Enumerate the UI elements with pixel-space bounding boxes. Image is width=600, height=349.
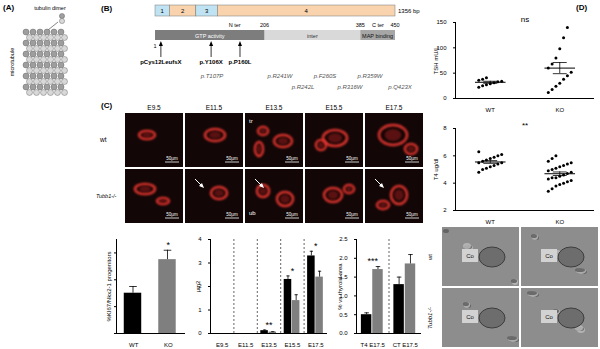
svg-text:ns: ns (521, 15, 529, 24)
svg-text:50µm: 50µm (226, 212, 238, 217)
svg-text:1.5: 1.5 (339, 274, 348, 280)
svg-text:N ter: N ter (229, 22, 241, 28)
svg-text:KO: KO (164, 342, 173, 348)
svg-text:pCys12LeufsX: pCys12LeufsX (140, 59, 181, 65)
svg-text:50µm: 50µm (226, 156, 238, 161)
svg-text:**: ** (265, 320, 273, 330)
svg-text:3: 3 (205, 8, 209, 14)
svg-text:p.R316W: p.R316W (336, 84, 363, 90)
svg-text:50µm: 50µm (346, 156, 358, 161)
svg-text:1: 1 (161, 8, 165, 14)
svg-text:p.P160L: p.P160L (228, 59, 251, 65)
svg-text:E11.5: E11.5 (206, 104, 223, 111)
svg-text:4: 4 (305, 8, 309, 14)
svg-text:50µm: 50µm (286, 212, 298, 217)
svg-text:(A): (A) (3, 3, 14, 12)
svg-text:inter: inter (307, 33, 318, 39)
svg-text:KO: KO (555, 107, 564, 113)
svg-text:p.T107P: p.T107P (200, 73, 224, 79)
svg-text:2: 2 (443, 207, 447, 213)
svg-text:(C): (C) (101, 101, 112, 110)
svg-text:0: 0 (443, 95, 447, 101)
svg-text:ub: ub (249, 210, 256, 216)
svg-text:***: *** (367, 256, 378, 266)
svg-text:4: 4 (198, 236, 202, 242)
svg-text:**: ** (522, 121, 528, 130)
svg-text:KO: KO (555, 219, 564, 225)
svg-text:WT: WT (129, 342, 139, 348)
svg-text:8: 8 (443, 125, 447, 131)
svg-text:2.0: 2.0 (339, 255, 348, 261)
svg-text:E15.5: E15.5 (285, 342, 301, 348)
svg-text:wt: wt (427, 254, 433, 261)
svg-text:WT: WT (486, 107, 496, 113)
svg-text:p.R241W: p.R241W (266, 73, 293, 79)
svg-text:E13.5: E13.5 (266, 104, 283, 111)
svg-text:GTP activity: GTP activity (195, 33, 225, 39)
svg-text:p.Q423X: p.Q423X (387, 84, 413, 90)
svg-text:4: 4 (443, 180, 447, 186)
svg-text:2: 2 (181, 8, 185, 14)
svg-text:T4 E17.5: T4 E17.5 (361, 342, 386, 348)
svg-text:0: 0 (198, 330, 202, 336)
svg-text:2.5: 2.5 (339, 236, 348, 242)
svg-text:microtubule: microtubule (9, 48, 15, 76)
svg-text:MAP binding: MAP binding (362, 33, 393, 39)
svg-text:1.0: 1.0 (339, 292, 348, 299)
svg-text:tubulin dimer: tubulin dimer (34, 5, 66, 11)
svg-text:p.F260S: p.F260S (313, 73, 337, 79)
svg-text:6: 6 (443, 153, 447, 159)
svg-text:Tubb1-/-: Tubb1-/- (96, 193, 117, 199)
svg-text:Tubb1-/-: Tubb1-/- (427, 307, 433, 329)
svg-text:100: 100 (436, 44, 447, 51)
svg-text:385: 385 (356, 22, 365, 28)
svg-text:Co: Co (545, 314, 553, 320)
svg-text:50µm: 50µm (406, 212, 418, 217)
svg-text:450: 450 (390, 22, 399, 28)
svg-text:WT: WT (486, 219, 496, 225)
svg-text:50µm: 50µm (166, 212, 178, 217)
svg-text:p.Y106X: p.Y106X (199, 59, 222, 65)
svg-text:tr: tr (249, 118, 253, 124)
svg-text:µm2: µm2 (195, 280, 201, 292)
svg-text:E17.5: E17.5 (308, 342, 324, 348)
svg-text:TSH mU/L: TSH mU/L (433, 46, 439, 75)
svg-text:% vs thyroid area: % vs thyroid area (337, 263, 343, 310)
svg-text:E17.5: E17.5 (386, 104, 403, 111)
svg-text:50µm: 50µm (166, 156, 178, 161)
svg-text:50µm: 50µm (406, 156, 418, 161)
svg-text:50µm: 50µm (286, 156, 298, 161)
svg-text:%KI67/Nkx2-1 progenitors: %KI67/Nkx2-1 progenitors (106, 251, 112, 321)
svg-text:p.R242L: p.R242L (291, 84, 315, 90)
svg-text:*: * (291, 266, 295, 276)
svg-text:*: * (166, 240, 170, 250)
svg-text:C ter: C ter (372, 22, 384, 28)
svg-text:150: 150 (436, 19, 447, 25)
svg-text:1: 1 (198, 307, 202, 313)
svg-text:p.R359W: p.R359W (356, 73, 383, 79)
svg-text:E15.5: E15.5 (326, 104, 343, 111)
svg-text:E9.5: E9.5 (147, 104, 161, 111)
svg-text:*: * (314, 241, 318, 251)
svg-text:3: 3 (198, 260, 202, 266)
svg-text:50µm: 50µm (346, 212, 358, 217)
svg-text:0.5: 0.5 (339, 312, 348, 318)
svg-text:1: 1 (153, 43, 156, 49)
svg-text:E13.5: E13.5 (261, 342, 277, 348)
svg-text:E11.5: E11.5 (238, 342, 254, 348)
svg-text:Co: Co (545, 253, 553, 259)
svg-text:Co: Co (466, 253, 474, 259)
svg-text:1356 bp: 1356 bp (398, 8, 420, 14)
svg-text:0.0: 0.0 (339, 330, 348, 336)
svg-text:206: 206 (260, 22, 269, 28)
svg-text:wt: wt (99, 136, 107, 143)
svg-text:CT E17.5: CT E17.5 (393, 342, 419, 348)
svg-text:50: 50 (440, 70, 447, 76)
svg-text:(D): (D) (576, 3, 587, 12)
svg-text:Co: Co (466, 314, 474, 320)
svg-text:(B): (B) (101, 4, 112, 13)
svg-text:T4 ug/dl: T4 ug/dl (433, 159, 439, 181)
svg-text:E9.5: E9.5 (216, 342, 229, 348)
